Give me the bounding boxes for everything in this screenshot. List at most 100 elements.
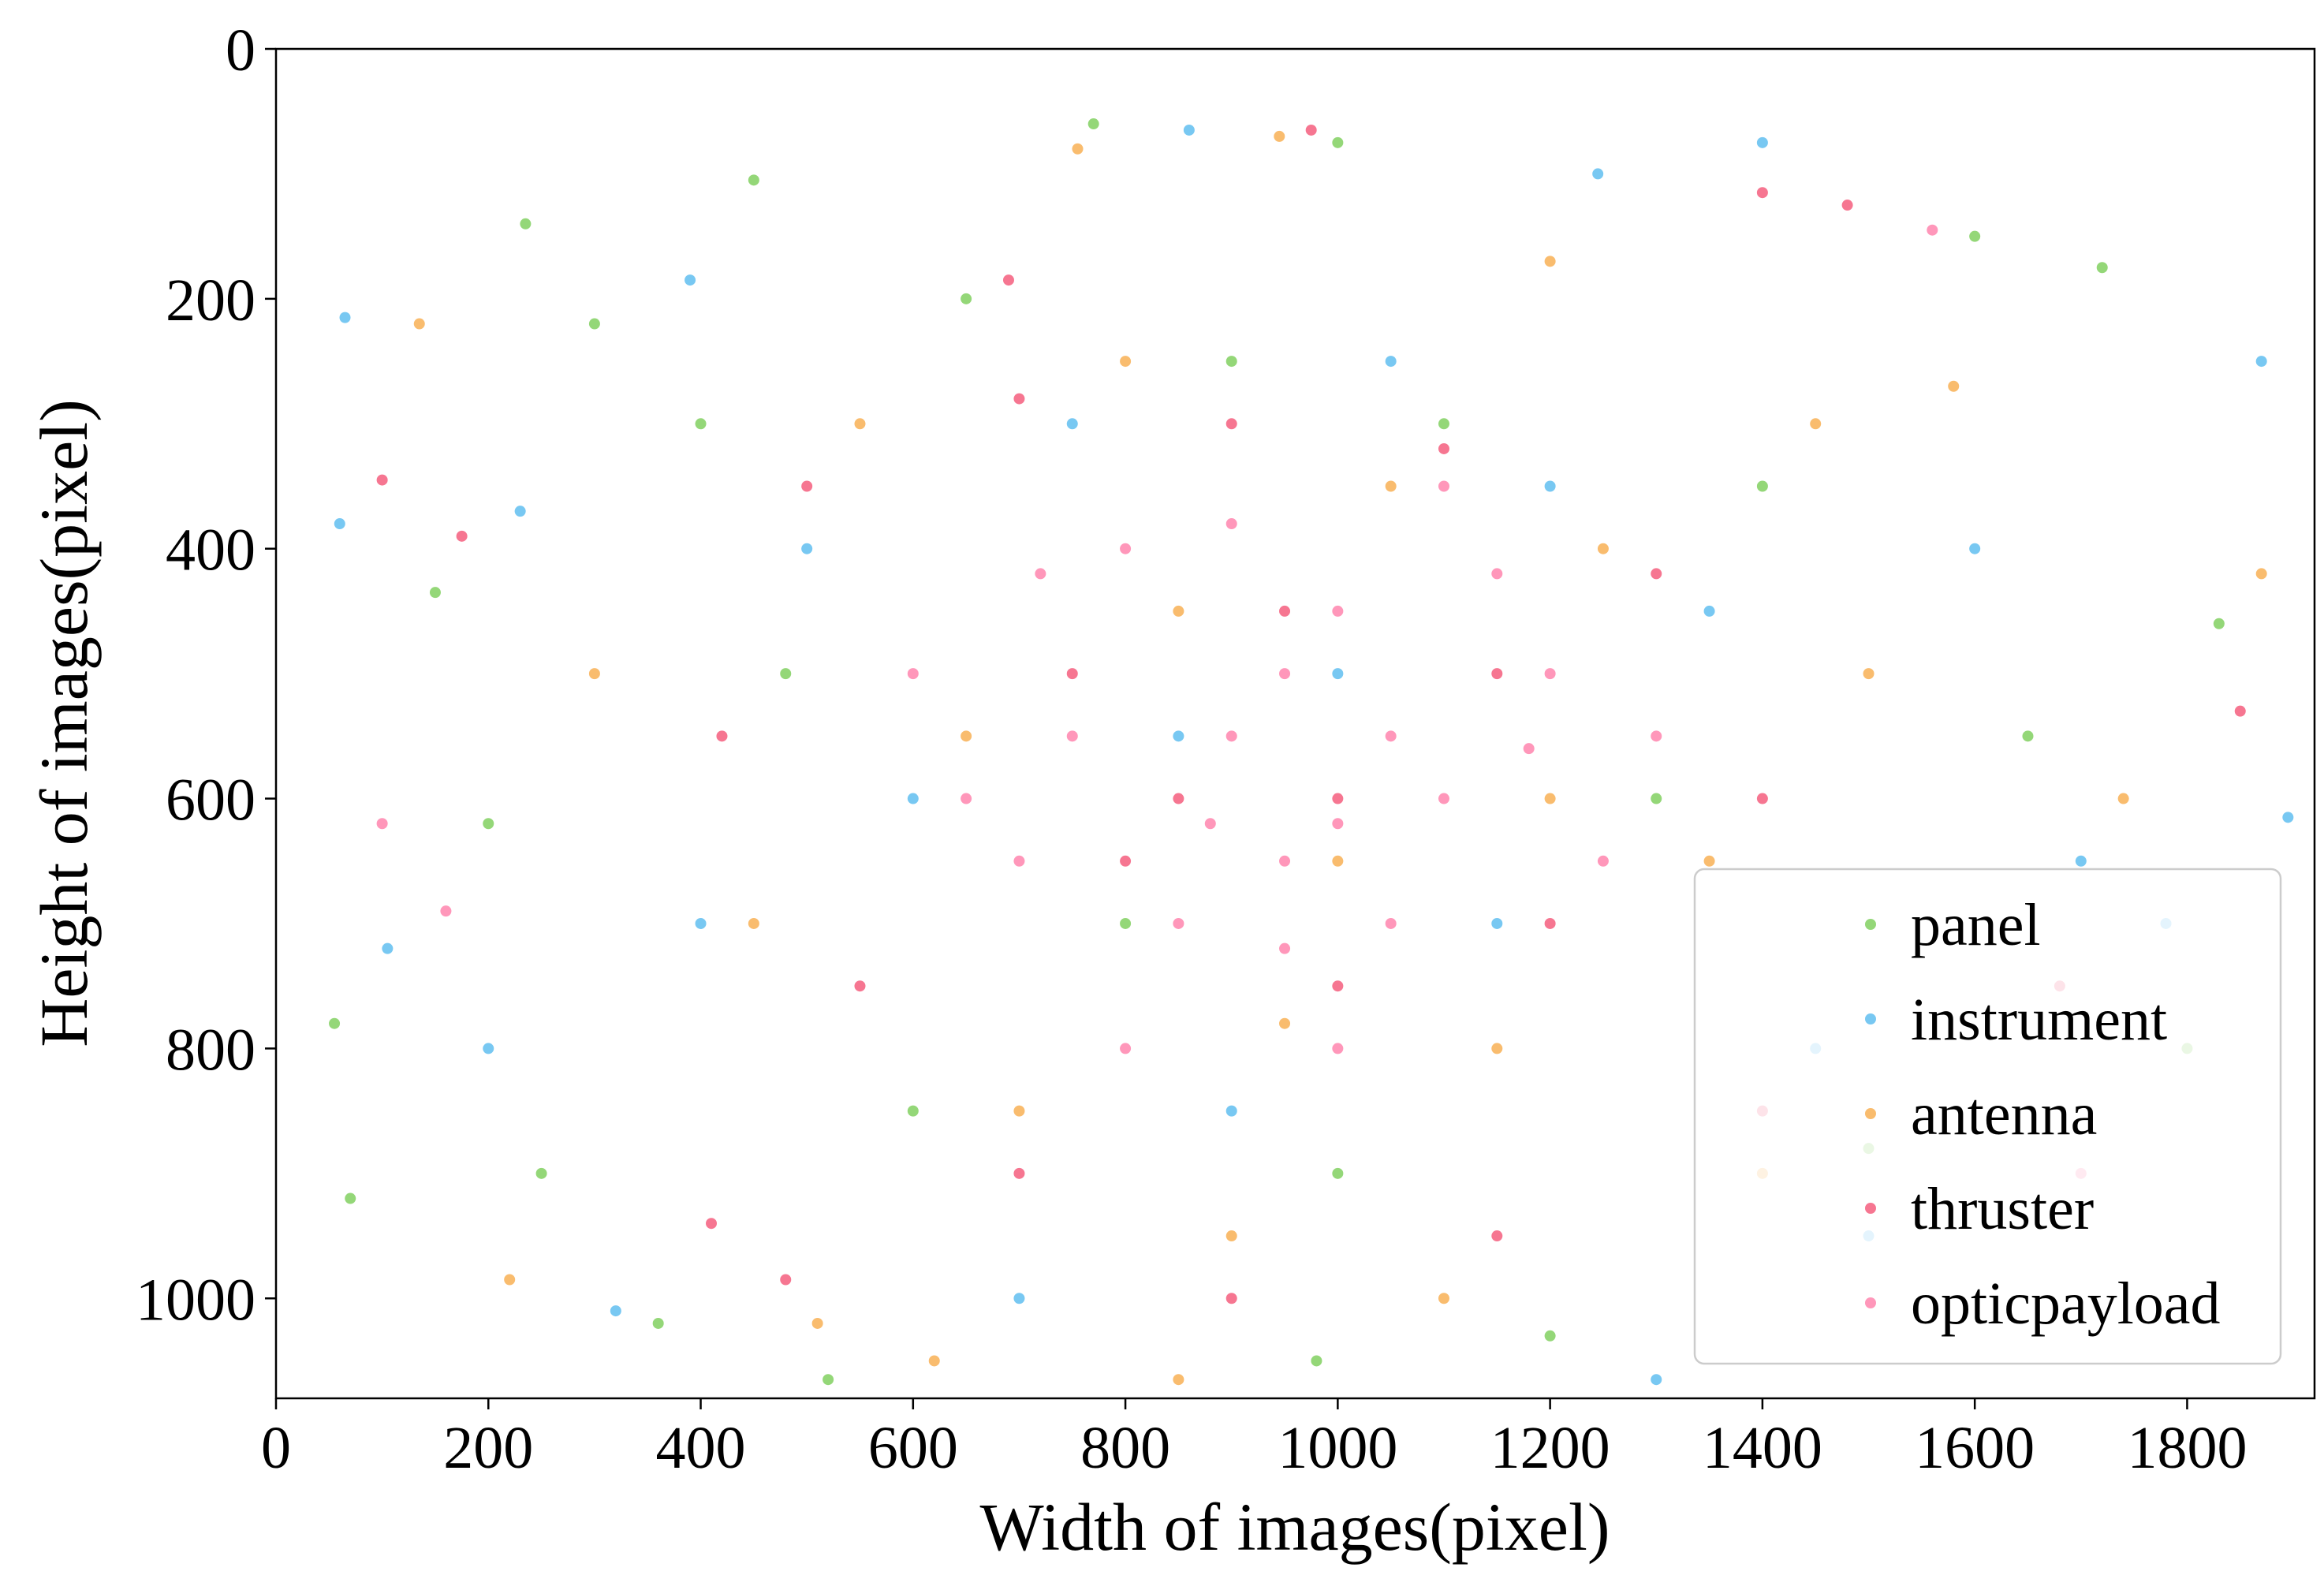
scatter-point: [588, 668, 600, 680]
scatter-point: [588, 318, 600, 330]
scatter-point: [1225, 356, 1237, 368]
scatter-point: [334, 518, 345, 530]
scatter-point: [2255, 356, 2267, 368]
scatter-point: [1438, 480, 1449, 492]
scatter-point: [907, 1105, 919, 1117]
scatter-point: [1279, 1017, 1291, 1029]
scatter-point: [1863, 668, 1874, 680]
scatter-point: [1225, 1105, 1237, 1117]
scatter-point: [1756, 187, 1768, 199]
y-tick-label: 1000: [136, 1267, 256, 1333]
scatter-point: [748, 917, 759, 929]
scatter-point: [1969, 543, 1981, 554]
scatter-point: [1120, 543, 1132, 554]
scatter-point: [2213, 618, 2225, 629]
y-tick-label: 800: [166, 1017, 256, 1083]
scatter-point: [329, 1017, 341, 1029]
scatter-point: [1013, 1105, 1025, 1117]
x-axis-label: Width of images(pixel): [980, 1489, 1610, 1565]
x-tick-label: 1400: [1703, 1415, 1822, 1481]
scatter-point: [1332, 855, 1344, 867]
scatter-point: [1810, 418, 1822, 430]
scatter-point: [2117, 793, 2129, 804]
scatter-point: [1438, 793, 1449, 804]
scatter-point: [483, 1043, 494, 1054]
scatter-point: [1120, 356, 1132, 368]
scatter-point: [1332, 136, 1344, 148]
scatter-point: [1651, 793, 1662, 804]
scatter-point: [1491, 568, 1503, 580]
scatter-point: [1225, 1293, 1237, 1304]
scatter-point: [1385, 917, 1397, 929]
scatter-point: [1651, 1374, 1662, 1386]
legend-marker: [1865, 1297, 1876, 1308]
scatter-point: [695, 917, 707, 929]
legend-marker: [1865, 919, 1876, 930]
scatter-point: [706, 1218, 718, 1230]
scatter-point: [1969, 230, 1981, 242]
scatter-point: [429, 587, 441, 599]
scatter-point: [1173, 605, 1184, 617]
scatter-point: [1225, 1230, 1237, 1242]
scatter-point: [801, 543, 813, 554]
scatter-point: [1072, 143, 1084, 155]
scatter-point: [961, 793, 972, 804]
scatter-point: [780, 1274, 792, 1286]
scatter-point: [1703, 605, 1715, 617]
scatter-point: [1225, 518, 1237, 530]
scatter-point: [685, 274, 696, 286]
scatter-point: [1756, 136, 1768, 148]
scatter-point: [1385, 730, 1397, 742]
legend-marker: [1865, 1108, 1876, 1119]
scatter-point: [520, 218, 532, 230]
scatter-point: [1173, 917, 1184, 929]
scatter-point: [2255, 568, 2267, 580]
scatter-point: [1385, 356, 1397, 368]
scatter-point: [535, 1167, 547, 1179]
scatter-point: [483, 818, 494, 830]
scatter-point: [854, 418, 866, 430]
x-tick-label: 1600: [1915, 1415, 2035, 1481]
scatter-point: [1544, 480, 1556, 492]
scatter-point: [1279, 855, 1291, 867]
scatter-point: [1120, 855, 1132, 867]
scatter-point: [811, 1317, 823, 1329]
scatter-point: [780, 668, 792, 680]
scatter-point: [456, 530, 468, 542]
x-tick-label: 1200: [1490, 1415, 1610, 1481]
scatter-point: [928, 1355, 940, 1367]
y-tick-label: 200: [166, 267, 256, 334]
scatter-point: [823, 1374, 834, 1386]
scatter-point: [1173, 793, 1184, 804]
scatter-point: [1173, 730, 1184, 742]
scatter-point: [652, 1317, 664, 1329]
legend-label: instrument: [1911, 987, 2167, 1053]
scatter-point: [854, 980, 866, 992]
scatter-point: [1204, 818, 1216, 830]
scatter-point: [1597, 855, 1609, 867]
scatter-point: [1311, 1355, 1322, 1367]
legend-label: thruster: [1911, 1176, 2094, 1242]
scatter-point: [376, 818, 388, 830]
scatter-point: [1332, 668, 1344, 680]
scatter-point: [1438, 1293, 1449, 1304]
scatter-point: [961, 730, 972, 742]
scatter-point: [413, 318, 425, 330]
scatter-point: [1120, 1043, 1132, 1054]
scatter-point: [907, 668, 919, 680]
scatter-point: [1544, 793, 1556, 804]
x-tick-label: 200: [443, 1415, 533, 1481]
scatter-point: [1438, 442, 1449, 454]
scatter-point: [1066, 668, 1078, 680]
scatter-point: [1013, 1293, 1025, 1304]
scatter-point: [1756, 480, 1768, 492]
x-tick-label: 0: [261, 1415, 291, 1481]
scatter-point: [1279, 942, 1291, 954]
scatter-point: [1544, 668, 1556, 680]
scatter-point: [1544, 1330, 1556, 1342]
scatter-point: [1332, 605, 1344, 617]
y-tick-label: 600: [166, 767, 256, 834]
scatter-point: [1087, 118, 1099, 130]
scatter-point: [1491, 1043, 1503, 1054]
